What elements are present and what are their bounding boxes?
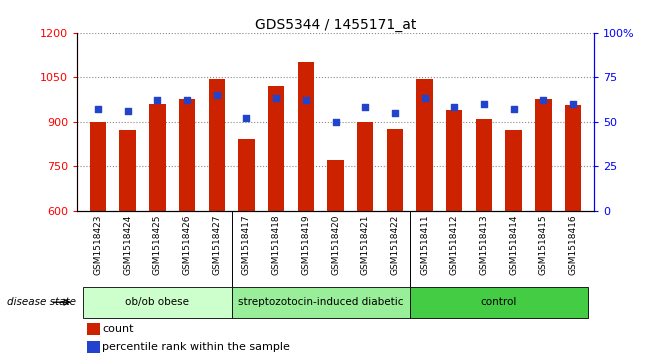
Bar (298, 62, 314, 211)
Text: streptozotocin-induced diabetic: streptozotocin-induced diabetic (238, 297, 403, 307)
Title: GDS5344 / 1455171_at: GDS5344 / 1455171_at (255, 18, 416, 32)
Point (509, 106, 519, 112)
Text: GSM1518420: GSM1518420 (331, 214, 340, 275)
Point (241, 115, 252, 121)
Text: control: control (480, 297, 517, 307)
Bar (119, 130, 136, 211)
Text: GSM1518426: GSM1518426 (183, 214, 191, 275)
Bar (179, 99, 195, 211)
Bar (386, 129, 403, 211)
Bar (238, 139, 254, 211)
Point (182, 97, 193, 103)
Bar (535, 99, 552, 211)
Text: GSM1518417: GSM1518417 (242, 214, 251, 275)
Point (93, 106, 103, 112)
Text: GSM1518427: GSM1518427 (212, 214, 221, 275)
Text: GSM1518425: GSM1518425 (153, 214, 162, 275)
Text: GSM1518414: GSM1518414 (509, 214, 518, 275)
Bar (268, 86, 285, 211)
Point (152, 97, 162, 103)
Text: ob/ob obese: ob/ob obese (125, 297, 189, 307)
Point (330, 119, 341, 125)
Text: GSM1518424: GSM1518424 (123, 214, 132, 275)
Text: percentile rank within the sample: percentile rank within the sample (102, 342, 290, 352)
Bar (446, 110, 462, 211)
Text: GSM1518421: GSM1518421 (361, 214, 370, 275)
Text: disease state: disease state (7, 297, 76, 307)
Bar (87, 323, 100, 335)
Point (478, 101, 489, 107)
Point (419, 95, 430, 101)
Bar (357, 122, 373, 211)
Text: GSM1518422: GSM1518422 (391, 214, 399, 275)
Text: GSM1518415: GSM1518415 (539, 214, 548, 275)
Bar (149, 104, 166, 211)
Point (122, 108, 133, 114)
Bar (417, 79, 433, 211)
Text: GSM1518419: GSM1518419 (301, 214, 310, 275)
Bar (327, 160, 344, 211)
Bar (209, 79, 225, 211)
Point (568, 101, 578, 107)
Text: GSM1518423: GSM1518423 (93, 214, 103, 275)
Bar (410, 287, 588, 318)
Text: GSM1518418: GSM1518418 (272, 214, 280, 275)
Text: GSM1518413: GSM1518413 (480, 214, 488, 275)
Point (301, 97, 311, 103)
Text: GSM1518411: GSM1518411 (420, 214, 429, 275)
Text: GSM1518416: GSM1518416 (568, 214, 578, 275)
Text: count: count (102, 325, 134, 334)
Point (211, 92, 222, 98)
Point (360, 105, 370, 110)
Point (449, 105, 460, 110)
Point (538, 97, 549, 103)
Point (390, 110, 401, 115)
Bar (505, 130, 522, 211)
Bar (87, 341, 100, 354)
Bar (231, 287, 410, 318)
Point (270, 95, 281, 101)
Bar (476, 119, 492, 211)
Text: GSM1518412: GSM1518412 (450, 214, 459, 275)
Bar (565, 105, 581, 211)
Bar (90, 122, 106, 211)
Bar (83, 287, 231, 318)
